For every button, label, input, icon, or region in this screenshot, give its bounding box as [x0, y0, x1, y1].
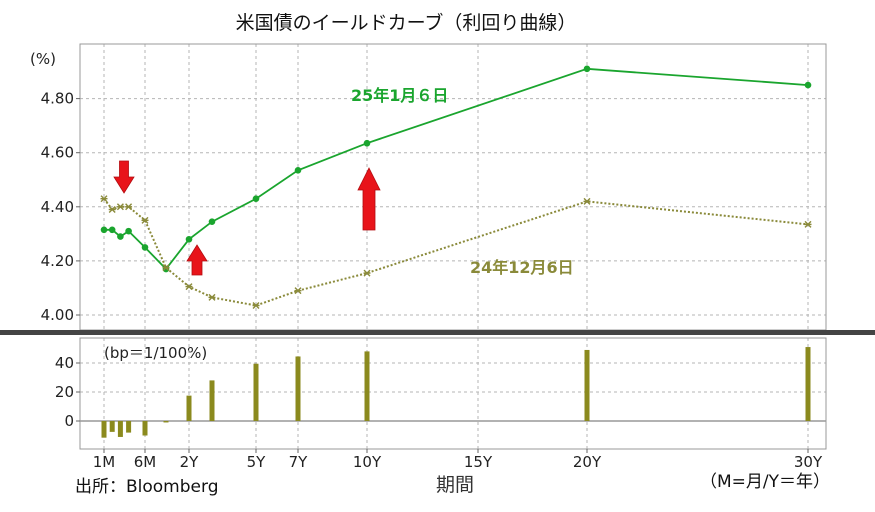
- spread-bar: [364, 351, 370, 421]
- series-point-jan6: [804, 81, 812, 89]
- x-tick-label: 15Y: [464, 453, 493, 471]
- x-tick-label: 7Y: [289, 453, 309, 471]
- series-point-dec6: [185, 283, 193, 291]
- x-tick-label: 5Y: [247, 453, 267, 471]
- x-tick-label: 6M: [134, 453, 157, 471]
- bottom-y-tick-label: 40: [55, 354, 74, 372]
- spread-bar: [142, 421, 148, 436]
- up-arrow-10y: [357, 167, 381, 231]
- top-y-tick-label: 4.20: [41, 252, 74, 270]
- bottom-y-tick-label: 0: [64, 412, 74, 430]
- top-y-tick-label: 4.00: [41, 306, 74, 324]
- series-point-dec6: [252, 302, 260, 310]
- spread-bar: [253, 363, 259, 421]
- source-note: 出所：Bloomberg: [75, 477, 218, 497]
- spread-bar: [209, 380, 215, 421]
- series-point-jan6: [363, 139, 371, 147]
- spread-bar: [584, 349, 590, 421]
- series-point-dec6: [125, 203, 133, 211]
- series-point-dec6: [100, 195, 108, 203]
- x-tick-label: 10Y: [353, 453, 382, 471]
- x-tick-label: 20Y: [573, 453, 602, 471]
- series-label-dec6: 24年12月6日: [470, 258, 574, 277]
- bottom-y-tick-label: 20: [55, 383, 74, 401]
- spread-bar: [186, 395, 192, 421]
- up-arrow-2y: [186, 244, 208, 276]
- bar-panel-unit-label: (bp＝1/100%): [104, 344, 207, 362]
- series-point-dec6: [208, 293, 216, 301]
- series-point-dec6: [363, 269, 371, 277]
- chart-title: 米国債のイールドカーブ（利回り曲線）: [236, 11, 577, 34]
- spread-bar: [117, 421, 123, 437]
- series-point-jan6: [108, 226, 116, 234]
- series-point-jan6: [100, 226, 108, 234]
- spread-bar: [295, 356, 301, 421]
- x-tick-label: 30Y: [794, 453, 823, 471]
- bottom-panel-frame: [79, 337, 827, 450]
- series-line-dec6: [103, 198, 809, 307]
- top-y-tick-label: 4.80: [41, 90, 74, 108]
- series-point-jan6: [583, 65, 591, 73]
- spread-bar: [805, 347, 811, 421]
- y-axis-unit-label: (%): [30, 50, 56, 68]
- spread-bar: [101, 421, 107, 438]
- series-point-jan6: [252, 195, 260, 202]
- x-axis-label: 期間: [436, 474, 474, 496]
- series-label-jan6: 25年1月６日: [351, 86, 448, 105]
- top-y-tick-label: 4.40: [41, 198, 74, 216]
- series-point-dec6: [804, 220, 812, 228]
- series-point-dec6: [162, 264, 170, 272]
- series-point-jan6: [185, 235, 193, 243]
- series-line-jan6: [104, 67, 809, 271]
- series-point-dec6: [116, 203, 124, 211]
- down-arrow-short-term: [113, 160, 135, 194]
- series-point-dec6: [294, 287, 302, 295]
- x-tick-label: 1M: [93, 453, 116, 471]
- series-point-jan6: [117, 233, 124, 240]
- x-tick-label: 2Y: [180, 453, 200, 471]
- series-point-dec6: [583, 197, 591, 205]
- series-point-jan6: [294, 166, 302, 174]
- panel-separator: [0, 330, 875, 335]
- spread-bar: [126, 421, 132, 433]
- top-y-tick-label: 4.60: [41, 144, 74, 162]
- period-legend-note: （M=月/Y＝年）: [700, 472, 830, 492]
- series-point-jan6: [141, 244, 149, 251]
- series-point-dec6: [141, 216, 149, 224]
- spread-bar: [163, 421, 169, 423]
- series-point-jan6: [125, 227, 132, 235]
- series-point-jan6: [208, 218, 216, 225]
- series-point-dec6: [108, 206, 116, 213]
- spread-bar: [109, 421, 115, 432]
